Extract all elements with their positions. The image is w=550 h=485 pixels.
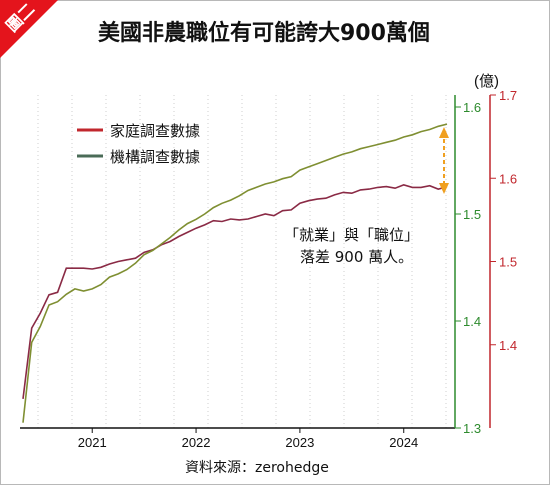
series-lines bbox=[22, 123, 448, 423]
x-tick-label: 2022 bbox=[182, 435, 211, 450]
source-label: 資料來源：zerohedge bbox=[185, 460, 329, 476]
gap-arrow-head-up bbox=[439, 127, 449, 138]
corner-badge bbox=[0, 0, 58, 58]
left-tick-label: 1.3 bbox=[463, 421, 481, 436]
right-tick-label: 1.7 bbox=[499, 88, 517, 103]
left-axis-ticks: 1.3 1.4 1.5 1.6 bbox=[455, 100, 481, 436]
right-tick-label: 1.4 bbox=[499, 338, 517, 353]
establishment-series-line bbox=[22, 123, 448, 423]
gap-arrow-head-down bbox=[439, 183, 449, 194]
left-tick-label: 1.4 bbox=[463, 314, 481, 329]
x-tick-label: 2024 bbox=[389, 435, 418, 450]
unit-label: (億) bbox=[474, 73, 499, 90]
left-tick-label: 1.5 bbox=[463, 207, 481, 222]
x-axis-ticks: 2021 2022 2023 2024 bbox=[78, 428, 418, 450]
legend-label-household: 家庭調查數據 bbox=[110, 122, 200, 140]
right-tick-label: 1.5 bbox=[499, 255, 517, 270]
x-tick-label: 2021 bbox=[78, 435, 107, 450]
household-series-line bbox=[22, 184, 448, 399]
chart-title: 美國非農職位有可能誇大900萬個 bbox=[98, 20, 430, 46]
left-tick-label: 1.6 bbox=[463, 100, 481, 115]
right-tick-label: 1.6 bbox=[499, 171, 517, 186]
annotation-line-2: 落差 900 萬人。 bbox=[300, 248, 413, 266]
legend-label-establishment: 機構調查數據 bbox=[110, 148, 200, 166]
annotation-line-1: 「就業」與「職位」 bbox=[284, 226, 419, 244]
x-tick-label: 2023 bbox=[285, 435, 314, 450]
right-axis-ticks: 1.4 1.5 1.6 1.7 bbox=[490, 88, 517, 353]
